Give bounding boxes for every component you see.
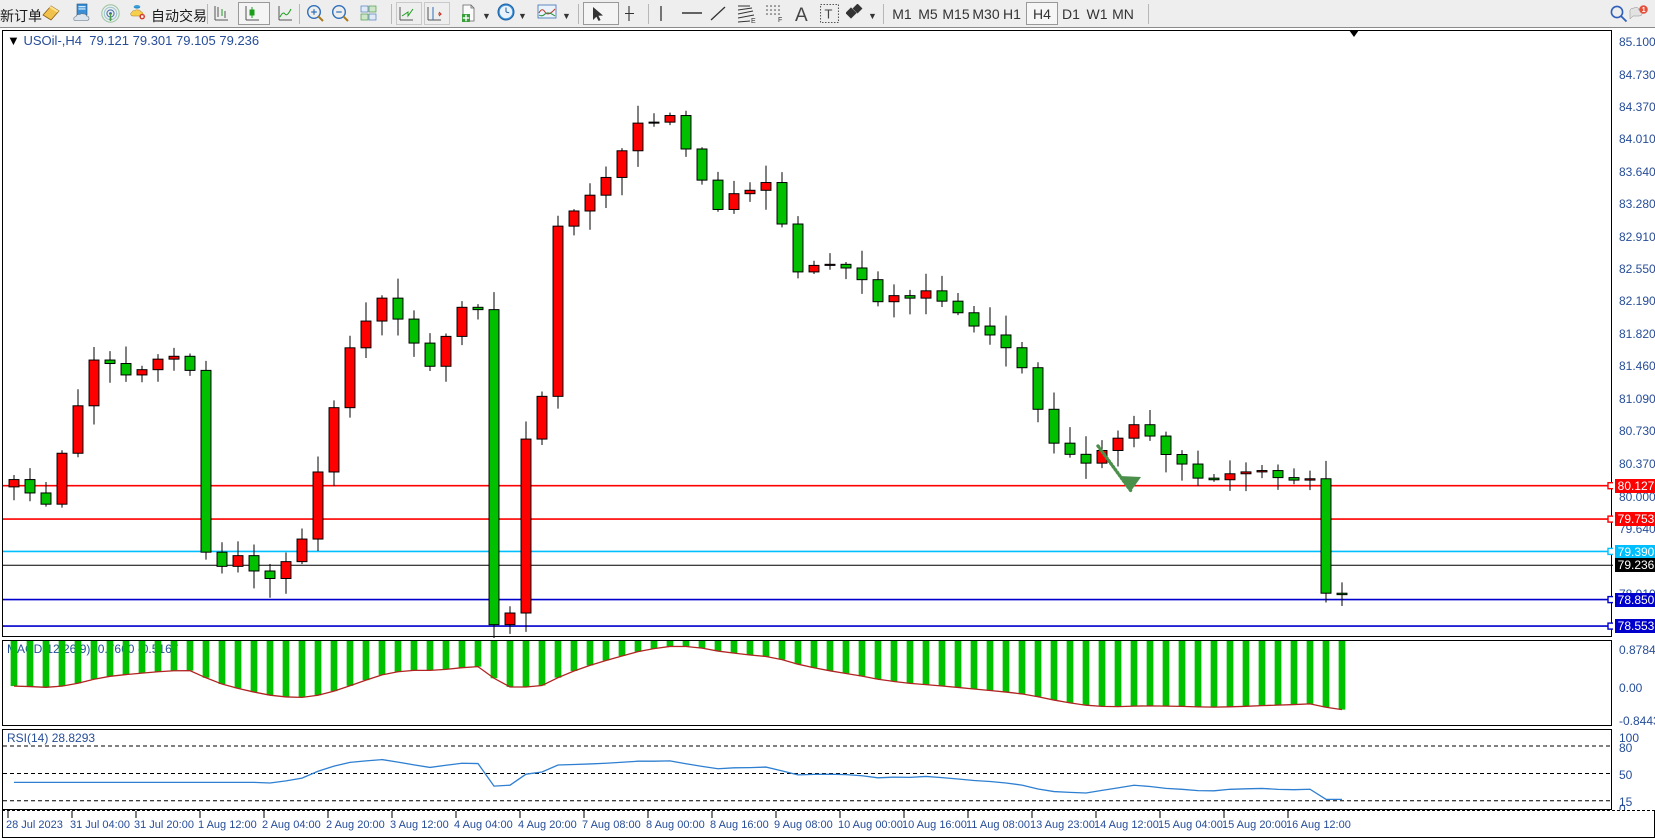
svg-text:1: 1 [1642, 7, 1646, 14]
svg-text:F: F [778, 17, 782, 22]
svg-text:E: E [751, 18, 756, 23]
svg-text:T: T [825, 7, 833, 22]
